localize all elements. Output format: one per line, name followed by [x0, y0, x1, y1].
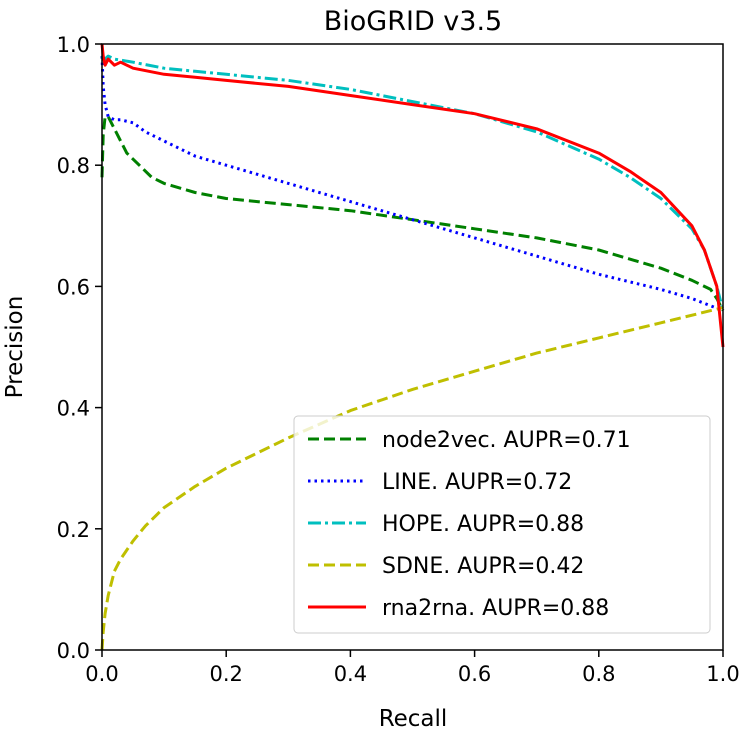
x-axis-label: Recall: [379, 706, 448, 730]
legend-label-2: LINE. AUPR=0.72: [382, 470, 572, 495]
chart-title: BioGRID v3.5: [324, 6, 502, 37]
x-tick-label: 0.8: [582, 662, 615, 686]
axes-frame: [101, 43, 724, 651]
x-tick-label: 0.0: [85, 662, 118, 686]
y-tick-label: 0.8: [57, 154, 90, 178]
legend-label-1: node2vec. AUPR=0.71: [382, 428, 631, 453]
legend-label-5: rna2rna. AUPR=0.88: [382, 596, 609, 621]
legend-items: node2vec. AUPR=0.71 LINE. AUPR=0.72 HOPE. …: [308, 428, 631, 621]
series-line-5: [100, 43, 725, 348]
x-tick-label: 0.2: [209, 662, 242, 686]
y-axis-label: Precision: [2, 296, 28, 399]
y-axis-ticks: 0.0 0.2 0.4 0.6 0.8 1.0: [57, 33, 102, 663]
legend-label-3: HOPE. AUPR=0.88: [382, 512, 584, 537]
legend-label-4: SDNE. AUPR=0.42: [382, 554, 584, 579]
x-tick-label: 0.4: [334, 662, 367, 686]
x-axis-ticks: 0.0 0.2 0.4 0.6 0.8 1.0: [85, 650, 740, 686]
series-line-2: [100, 56, 724, 312]
legend: node2vec. AUPR=0.71 LINE. AUPR=0.72 HOPE. …: [293, 415, 711, 634]
y-tick-label: 1.0: [57, 33, 90, 57]
series-line-3: [100, 54, 725, 311]
series-line-1: [100, 115, 725, 312]
legend-box: [293, 415, 711, 634]
x-tick-label: 1.0: [706, 662, 739, 686]
y-tick-label: 0.4: [57, 397, 90, 421]
series-line-4: [100, 306, 724, 651]
x-tick-label: 0.6: [458, 662, 491, 686]
y-tick-label: 0.2: [57, 518, 90, 542]
y-tick-label: 0.6: [57, 275, 90, 299]
y-tick-label: 0.0: [57, 639, 90, 663]
plot-lines: [100, 43, 725, 651]
